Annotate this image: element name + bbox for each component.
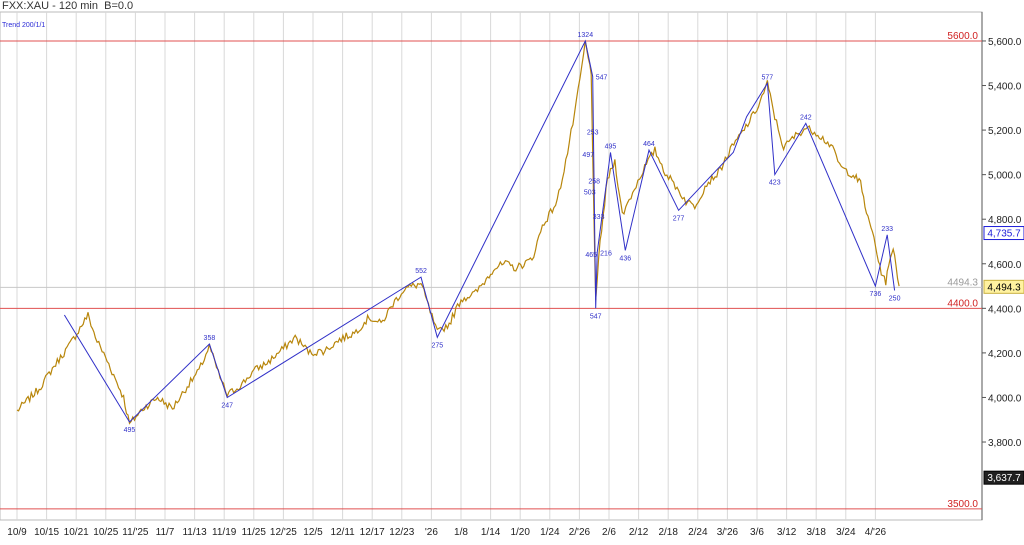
- x-tick-label: 2/12: [629, 527, 649, 538]
- zigzag-label: 1324: [578, 32, 594, 39]
- hline-label: 3500.0: [947, 499, 978, 510]
- indicator-label: Trend 200/1/1: [2, 22, 46, 29]
- zigzag-label: 497: [582, 152, 594, 159]
- y-tick-label: 5,200.0: [988, 126, 1022, 137]
- x-tick-label: 10/25: [93, 527, 118, 538]
- zigzag-label: 495: [605, 143, 617, 150]
- y-tick-label: 4,200.0: [988, 349, 1022, 360]
- price-badge-label: 4,735.7: [987, 229, 1021, 240]
- x-tick-label: 11/19: [212, 527, 237, 538]
- zigzag-label: 277: [673, 215, 685, 222]
- zigzag-label: 736: [870, 291, 882, 298]
- x-tick-label: 1/14: [481, 527, 501, 538]
- zigzag-label: 577: [762, 74, 774, 81]
- zigzag-label: 233: [881, 226, 893, 233]
- zigzag-label: 552: [415, 268, 427, 275]
- zigzag-label: 247: [221, 402, 233, 409]
- price-badge: [983, 279, 1024, 294]
- b-value: B=0.0: [104, 0, 134, 12]
- zigzag-label: 495: [124, 427, 136, 434]
- zigzag-label: 423: [769, 180, 781, 187]
- zigzag-label: 358: [204, 335, 216, 342]
- y-tick-label: 4,800.0: [988, 215, 1022, 226]
- x-tick-label: 2/'26: [569, 527, 591, 538]
- x-tick-label: '26: [425, 527, 438, 538]
- x-tick-label: 2/24: [688, 527, 708, 538]
- x-tick-label: 1/20: [510, 527, 530, 538]
- price-badge: [983, 470, 1024, 485]
- x-tick-label: 11/7: [156, 527, 175, 538]
- x-tick-label: 12/5: [303, 527, 323, 538]
- zigzag-label: 275: [431, 342, 443, 349]
- zigzag-label: 216: [600, 251, 612, 258]
- price-badge-label: 4,494.3: [987, 282, 1021, 293]
- x-tick-label: 11/25: [242, 527, 267, 538]
- symbol-title: FXX:XAU - 120 min: [2, 0, 98, 12]
- zigzag-label: 503: [584, 190, 596, 197]
- y-tick-label: 5,600.0: [988, 37, 1022, 48]
- zigzag-line: [63, 39, 896, 423]
- hline-label: 5600.0: [947, 31, 978, 42]
- zigzag-label: 250: [889, 296, 901, 303]
- zigzag-label: 464: [643, 141, 655, 148]
- x-tick-label: 11/'25: [122, 527, 149, 538]
- y-tick-label: 5,400.0: [988, 82, 1022, 93]
- x-tick-label: 10/21: [64, 527, 89, 538]
- y-tick-label: 3,800.0: [988, 438, 1022, 449]
- zigzag-label: 258: [588, 179, 600, 186]
- x-tick-label: 1/24: [540, 527, 560, 538]
- x-tick-label: 10/9: [7, 527, 27, 538]
- x-tick-label: 3/18: [806, 527, 826, 538]
- chart-header: FXX:XAU - 120 min B=0.0: [2, 0, 133, 12]
- zigzag-label: 253: [587, 130, 599, 137]
- zigzag-label: 333: [593, 214, 605, 221]
- x-tick-label: 12/'25: [270, 527, 297, 538]
- x-tick-label: 2/18: [658, 527, 678, 538]
- price-line: [16, 40, 900, 425]
- x-tick-label: 3/24: [836, 527, 856, 538]
- x-tick-label: 12/11: [330, 527, 355, 538]
- x-tick-label: 3/'26: [717, 527, 739, 538]
- x-tick-label: 3/12: [777, 527, 797, 538]
- x-tick-label: 3/6: [750, 527, 764, 538]
- zigzag-label: 242: [800, 114, 812, 121]
- y-tick-label: 5,000.0: [988, 171, 1022, 182]
- x-tick-label: 1/8: [454, 527, 468, 538]
- y-tick-label: 4,600.0: [988, 260, 1022, 271]
- zigzag-label: 547: [590, 313, 602, 320]
- y-tick-label: 4,400.0: [988, 304, 1022, 315]
- x-tick-label: 11/13: [182, 527, 207, 538]
- zigzag-label: 547: [596, 75, 608, 82]
- zigzag-label: 436: [619, 255, 631, 262]
- x-tick-label: 12/17: [360, 527, 385, 538]
- y-tick-label: 4,000.0: [988, 393, 1022, 404]
- x-tick-label: 12/23: [389, 527, 414, 538]
- hline-label: 4400.0: [947, 298, 978, 309]
- gray-level-label: 4494.3: [947, 277, 978, 288]
- x-tick-label: 4/'26: [865, 527, 887, 538]
- x-tick-label: 10/15: [34, 527, 59, 538]
- x-tick-label: 2/6: [602, 527, 616, 538]
- zigzag-label: 465: [585, 252, 597, 259]
- price-badge: [983, 226, 1024, 241]
- price-badge-label: 3,637.7: [987, 473, 1021, 484]
